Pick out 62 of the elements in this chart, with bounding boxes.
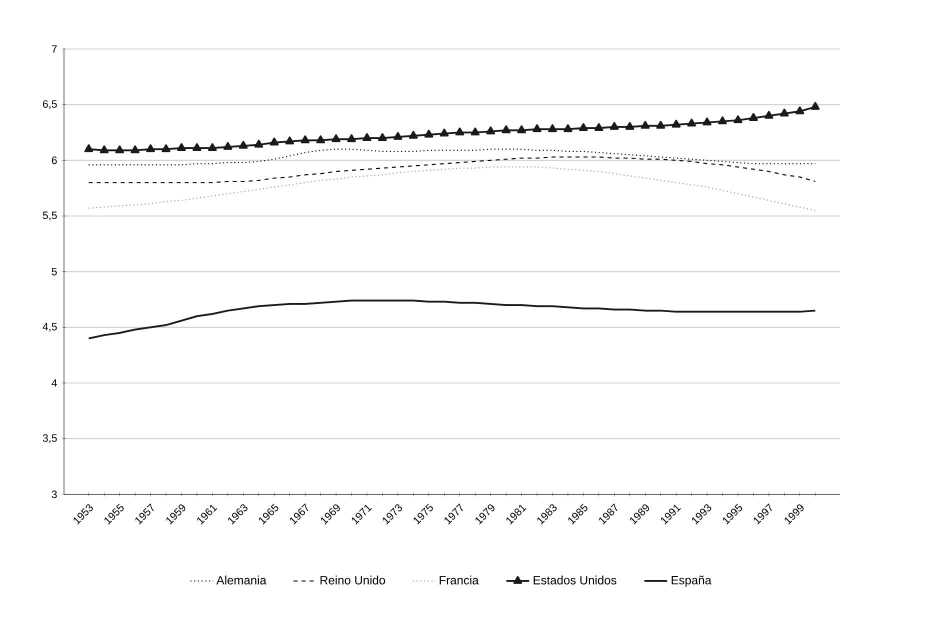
point [100, 145, 109, 154]
point [749, 113, 758, 121]
point [115, 145, 124, 154]
point [517, 125, 526, 134]
point [780, 108, 789, 117]
point [408, 130, 418, 139]
point [687, 118, 696, 127]
point [764, 110, 774, 119]
y-tick-label: 5 [52, 268, 57, 276]
y-tick-label: 6,5 [43, 100, 57, 110]
point [162, 144, 170, 152]
point [470, 128, 480, 136]
point [424, 130, 434, 138]
point [502, 125, 511, 134]
legend-label: Alemania [216, 576, 266, 584]
point [795, 106, 804, 114]
point [440, 128, 449, 137]
point [316, 135, 326, 144]
point [84, 144, 94, 152]
point [192, 143, 202, 152]
point [548, 124, 557, 132]
point [594, 123, 604, 131]
point [332, 134, 340, 142]
point [610, 122, 619, 130]
y-tick-label: 4 [52, 379, 57, 387]
y-tick-label: 3 [52, 490, 57, 498]
point [347, 134, 356, 142]
point [130, 145, 140, 154]
point [223, 142, 232, 150]
point [378, 133, 387, 141]
point [810, 102, 820, 110]
point [300, 135, 310, 144]
point [672, 120, 681, 128]
point [208, 143, 217, 152]
point [702, 118, 712, 126]
point [656, 120, 666, 129]
point [718, 116, 727, 124]
point [285, 136, 294, 144]
point [394, 132, 402, 140]
point [486, 126, 496, 134]
point [238, 140, 248, 149]
y-tick-label: 3,5 [42, 434, 57, 444]
point [455, 128, 464, 136]
legend-label: Reino Unido [320, 576, 386, 584]
point [146, 144, 155, 152]
point [532, 124, 542, 132]
legend-label: España [672, 576, 712, 587]
legend-label: Francia [440, 576, 479, 584]
point [177, 143, 186, 152]
point [734, 115, 742, 124]
y-tick-label: 5,5 [42, 212, 57, 220]
y-tick-label: 6 [52, 156, 57, 164]
point [640, 120, 650, 129]
legend-label: Estados Unidos [534, 576, 616, 584]
point [270, 138, 279, 146]
point [564, 124, 572, 132]
point [625, 122, 634, 130]
y-tick-label: 4,5 [42, 322, 57, 332]
point [362, 133, 372, 141]
point [254, 140, 264, 148]
point [579, 123, 588, 131]
y-tick-label: 7 [52, 45, 57, 53]
